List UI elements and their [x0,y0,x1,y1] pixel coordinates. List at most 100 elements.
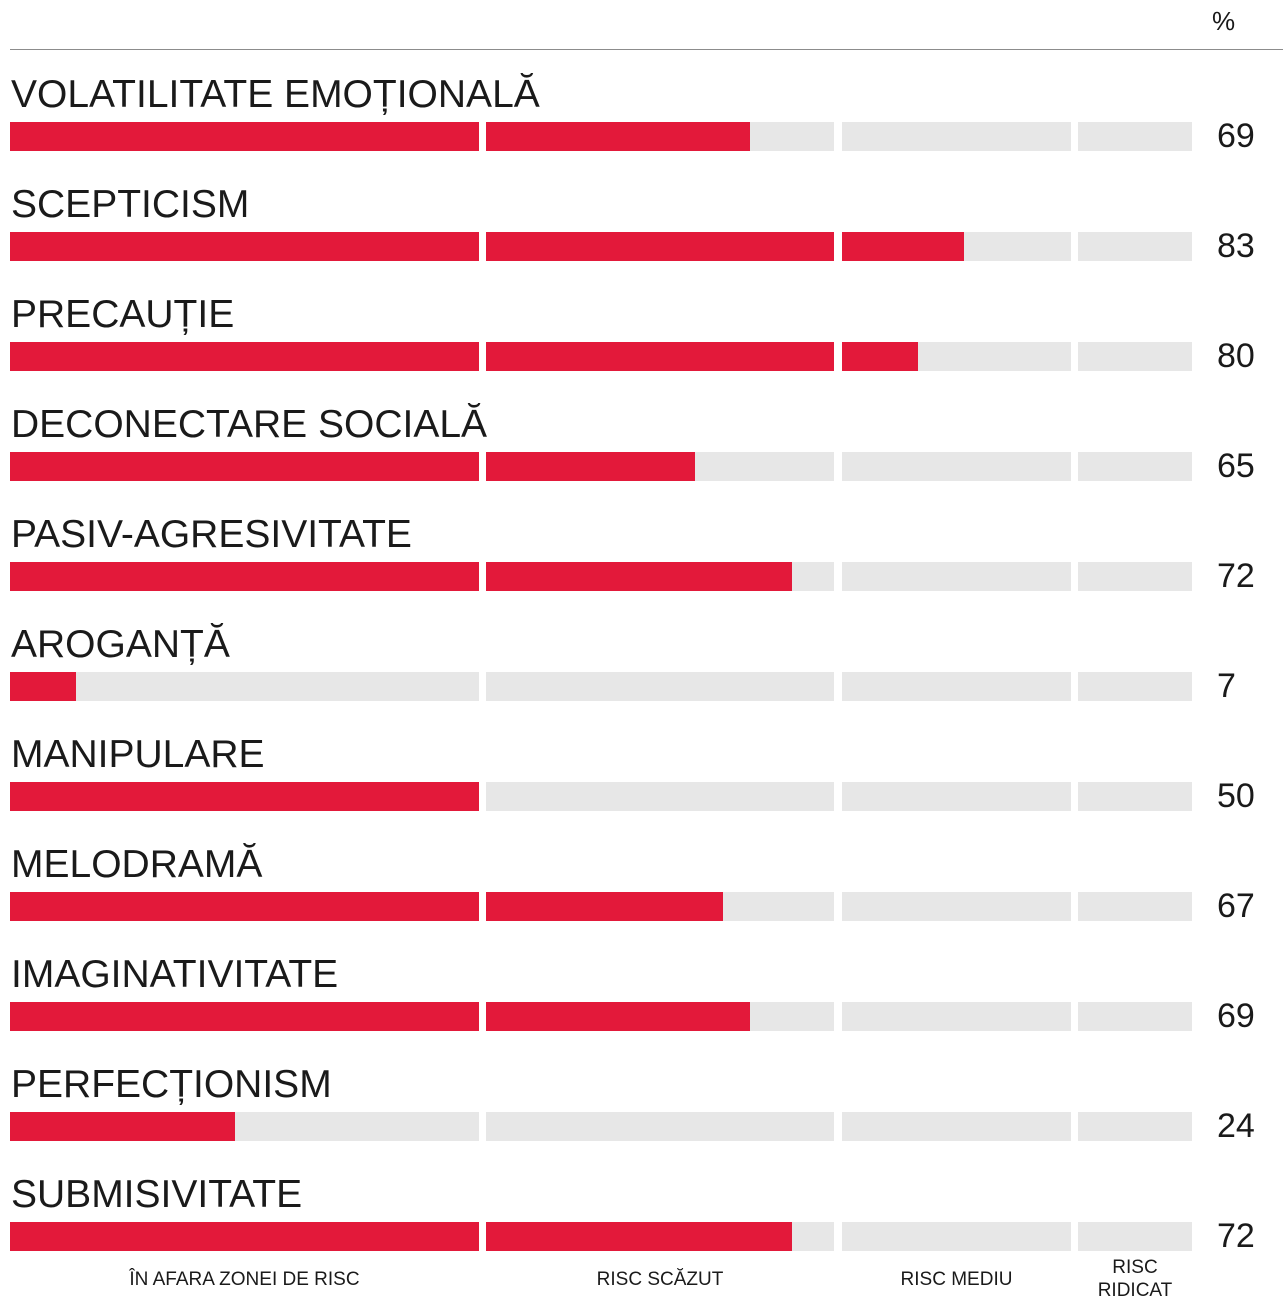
bar-fill [842,342,919,371]
bar-fill [486,122,751,151]
segment-track [10,562,479,591]
segment-track [842,672,1071,701]
segment-track [842,1112,1071,1141]
bar-fill [10,342,479,371]
segment-track [486,1222,834,1251]
segment-track [486,452,834,481]
bar-fill [10,672,76,701]
chart-row: SCEPTICISM 83 [0,182,1283,292]
value-label: 7 [1217,667,1236,705]
bar-fill [486,1002,751,1031]
segment-track [1078,1002,1192,1031]
chart-row: SUBMISIVITATE 72 [0,1172,1283,1282]
segment-track [10,232,479,261]
segment-track [486,232,834,261]
value-label: 67 [1217,887,1255,925]
bar-fill [10,1222,479,1251]
bar-fill [486,232,834,261]
segment-track [486,892,834,921]
segment-track [1078,1222,1192,1251]
segment-track [486,562,834,591]
bar-fill [10,562,479,591]
category-label: PRECAUȚIE [11,293,235,336]
segment-track [10,782,479,811]
segment-track [10,1112,479,1141]
segment-track [842,1002,1071,1031]
bar-fill [486,342,834,371]
segment-track [842,342,1071,371]
bar-fill [10,1002,479,1031]
chart-row: AROGANȚĂ 7 [0,622,1283,732]
segment-track [1078,892,1192,921]
value-label: 80 [1217,337,1255,375]
value-label: 69 [1217,117,1255,155]
bar-fill [10,452,479,481]
segment-track [1078,232,1192,261]
value-label: 72 [1217,1217,1255,1255]
chart-row: PERFECȚIONISM 24 [0,1062,1283,1172]
zone-label: RISC SCĂZUT [596,1269,724,1290]
value-label: 65 [1217,447,1255,485]
chart-row: PRECAUȚIE 80 [0,292,1283,402]
category-label: SUBMISIVITATE [11,1173,303,1216]
value-label: 50 [1217,777,1255,815]
bar-fill [486,452,695,481]
bar-fill [10,122,479,151]
category-label: AROGANȚĂ [11,623,230,666]
value-label: 72 [1217,557,1255,595]
zone-label: ÎN AFARA ZONEI DE RISC [129,1269,360,1290]
segment-track [842,782,1071,811]
category-label: VOLATILITATE EMOȚIONALĂ [11,73,540,116]
segment-track [842,122,1071,151]
chart-row: PASIV-AGRESIVITATE 72 [0,512,1283,622]
segment-track [842,232,1071,261]
bar-fill [842,232,965,261]
category-label: DECONECTARE SOCIALĂ [11,403,488,446]
bar-fill [486,1222,793,1251]
segment-track [10,122,479,151]
value-label: 24 [1217,1107,1255,1145]
segment-track [10,1002,479,1031]
segment-track [1078,452,1192,481]
segment-track [842,562,1071,591]
bar-fill [10,232,479,261]
segment-track [842,892,1071,921]
segment-track [486,342,834,371]
segment-track [842,1222,1071,1251]
top-divider [10,49,1283,50]
bar-fill [10,1112,236,1141]
chart-row: MANIPULARE 50 [0,732,1283,842]
segment-track [1078,122,1192,151]
zone-label: RISC RIDICAT [1097,1257,1173,1301]
segment-track [1078,782,1192,811]
value-label: 83 [1217,227,1255,265]
value-label: 69 [1217,997,1255,1035]
bar-fill [10,892,479,921]
segment-track [10,452,479,481]
chart-row: MELODRAMĂ 67 [0,842,1283,952]
category-label: MANIPULARE [11,733,265,776]
segment-track [486,672,834,701]
segment-track [486,1112,834,1141]
segment-track [10,342,479,371]
segment-track [10,892,479,921]
category-label: SCEPTICISM [11,183,250,226]
category-label: IMAGINATIVITATE [11,953,339,996]
zone-label: RISC MEDIU [900,1269,1013,1290]
category-label: MELODRAMĂ [11,843,263,886]
segment-track [1078,342,1192,371]
segment-track [1078,672,1192,701]
bar-fill [486,562,793,591]
chart-row: IMAGINATIVITATE 69 [0,952,1283,1062]
category-label: PASIV-AGRESIVITATE [11,513,412,556]
segment-track [486,122,834,151]
segment-track [10,1222,479,1251]
segment-track [1078,562,1192,591]
chart-row: VOLATILITATE EMOȚIONALĂ 69 [0,72,1283,182]
segment-track [486,782,834,811]
segment-track [10,672,479,701]
segment-track [1078,1112,1192,1141]
segment-track [842,452,1071,481]
unit-label: % [1212,6,1236,36]
bar-fill [486,892,723,921]
